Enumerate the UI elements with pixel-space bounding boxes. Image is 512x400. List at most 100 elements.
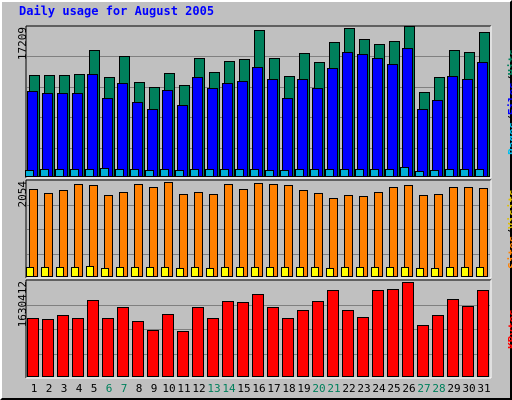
visits-bar — [119, 192, 128, 277]
visits-bar — [404, 185, 413, 277]
kbytes-bar — [417, 325, 429, 377]
visits-bar — [239, 189, 248, 277]
pages-bar — [85, 169, 94, 177]
kbytes-bar — [402, 282, 414, 377]
kbytes-bar — [282, 318, 294, 377]
kbytes-bar — [27, 318, 39, 377]
kbytes-bar — [252, 294, 264, 377]
kbytes-bar — [477, 290, 489, 377]
pages-bar — [430, 170, 439, 177]
series-legend-2: KBytes — [506, 309, 512, 349]
files-bar — [87, 74, 98, 177]
visits-bar — [314, 193, 323, 277]
sites-bar — [206, 268, 214, 277]
pages-bar — [400, 167, 409, 177]
files-bar — [267, 79, 278, 177]
kbytes-bar — [432, 315, 444, 377]
files-bar — [207, 88, 218, 177]
x-tick-label: 23 — [357, 382, 370, 395]
kbytes-bar — [117, 307, 129, 377]
kbytes-bar — [57, 315, 69, 377]
pages-bar — [55, 169, 64, 177]
pages-bar — [355, 169, 364, 177]
visits-bar — [149, 187, 158, 277]
visits-bar — [329, 198, 338, 277]
y-max-label-2: 1630412 — [16, 281, 29, 327]
files-bar — [237, 81, 248, 177]
sites-bar — [461, 267, 469, 277]
pages-bar — [475, 169, 484, 177]
kbytes-bar — [267, 307, 279, 377]
visits-bar — [449, 187, 458, 277]
x-tick-label: 13 — [207, 382, 220, 395]
files-bar — [357, 54, 368, 177]
kbytes-bar — [357, 317, 369, 377]
pages-bar — [325, 169, 334, 177]
x-tick-label: 1 — [31, 382, 38, 395]
files-bar — [72, 93, 83, 177]
visits-bar — [134, 184, 143, 277]
sites-bar — [401, 267, 409, 277]
files-bar — [252, 67, 263, 177]
files-bar — [27, 91, 38, 177]
sites-bar — [56, 267, 64, 277]
sites-bar — [446, 267, 454, 277]
x-tick-label: 5 — [91, 382, 98, 395]
y-max-label-1: 2054 — [16, 181, 29, 208]
x-tick-label: 9 — [151, 382, 158, 395]
sites-bar — [386, 267, 394, 277]
kbytes-bar — [372, 290, 384, 377]
kbytes-panel — [25, 279, 492, 379]
visits-bar — [59, 190, 68, 277]
kbytes-bar — [447, 299, 459, 377]
kbytes-bar — [162, 314, 174, 377]
files-bar — [387, 64, 398, 177]
sites-bar — [236, 267, 244, 277]
kbytes-bar — [237, 302, 249, 377]
hits-panel — [25, 25, 492, 179]
sites-bar — [371, 267, 379, 277]
files-bar — [192, 77, 203, 177]
pages-bar — [100, 168, 109, 177]
pages-bar — [145, 170, 154, 177]
kbytes-bar — [327, 290, 339, 377]
files-bar — [297, 79, 308, 177]
visits-bar — [104, 195, 113, 277]
x-tick-label: 8 — [136, 382, 143, 395]
visits-bar — [89, 185, 98, 277]
visits-bar — [434, 194, 443, 277]
visits-bar — [44, 193, 53, 277]
visits-bar — [194, 192, 203, 277]
pages-bar — [280, 170, 289, 177]
x-tick-label: 22 — [342, 382, 355, 395]
pages-bar — [295, 169, 304, 177]
x-tick-label: 20 — [312, 382, 325, 395]
visits-panel — [25, 179, 492, 279]
files-bar — [417, 109, 428, 177]
sites-bar — [131, 267, 139, 277]
sites-bar — [146, 267, 154, 277]
visits-bar — [254, 183, 263, 277]
files-bar — [477, 62, 488, 177]
sites-bar — [296, 267, 304, 277]
kbytes-bar — [102, 318, 114, 377]
pages-bar — [370, 169, 379, 177]
visits-bar — [464, 187, 473, 277]
x-tick-label: 27 — [417, 382, 430, 395]
visits-bar — [359, 196, 368, 277]
series-legend-0: Pages/Files/Hits — [506, 49, 512, 155]
files-bar — [57, 93, 68, 177]
visits-bar — [419, 195, 428, 277]
x-tick-label: 17 — [267, 382, 280, 395]
sites-bar — [431, 268, 439, 277]
sites-bar — [191, 267, 199, 277]
sites-bar — [101, 268, 109, 277]
visits-bar — [224, 184, 233, 277]
pages-bar — [235, 169, 244, 177]
files-bar — [177, 105, 188, 177]
x-tick-label: 2 — [46, 382, 53, 395]
pages-bar — [220, 169, 229, 177]
sites-bar — [416, 268, 424, 277]
x-tick-label: 28 — [432, 382, 445, 395]
kbytes-bar — [222, 301, 234, 377]
